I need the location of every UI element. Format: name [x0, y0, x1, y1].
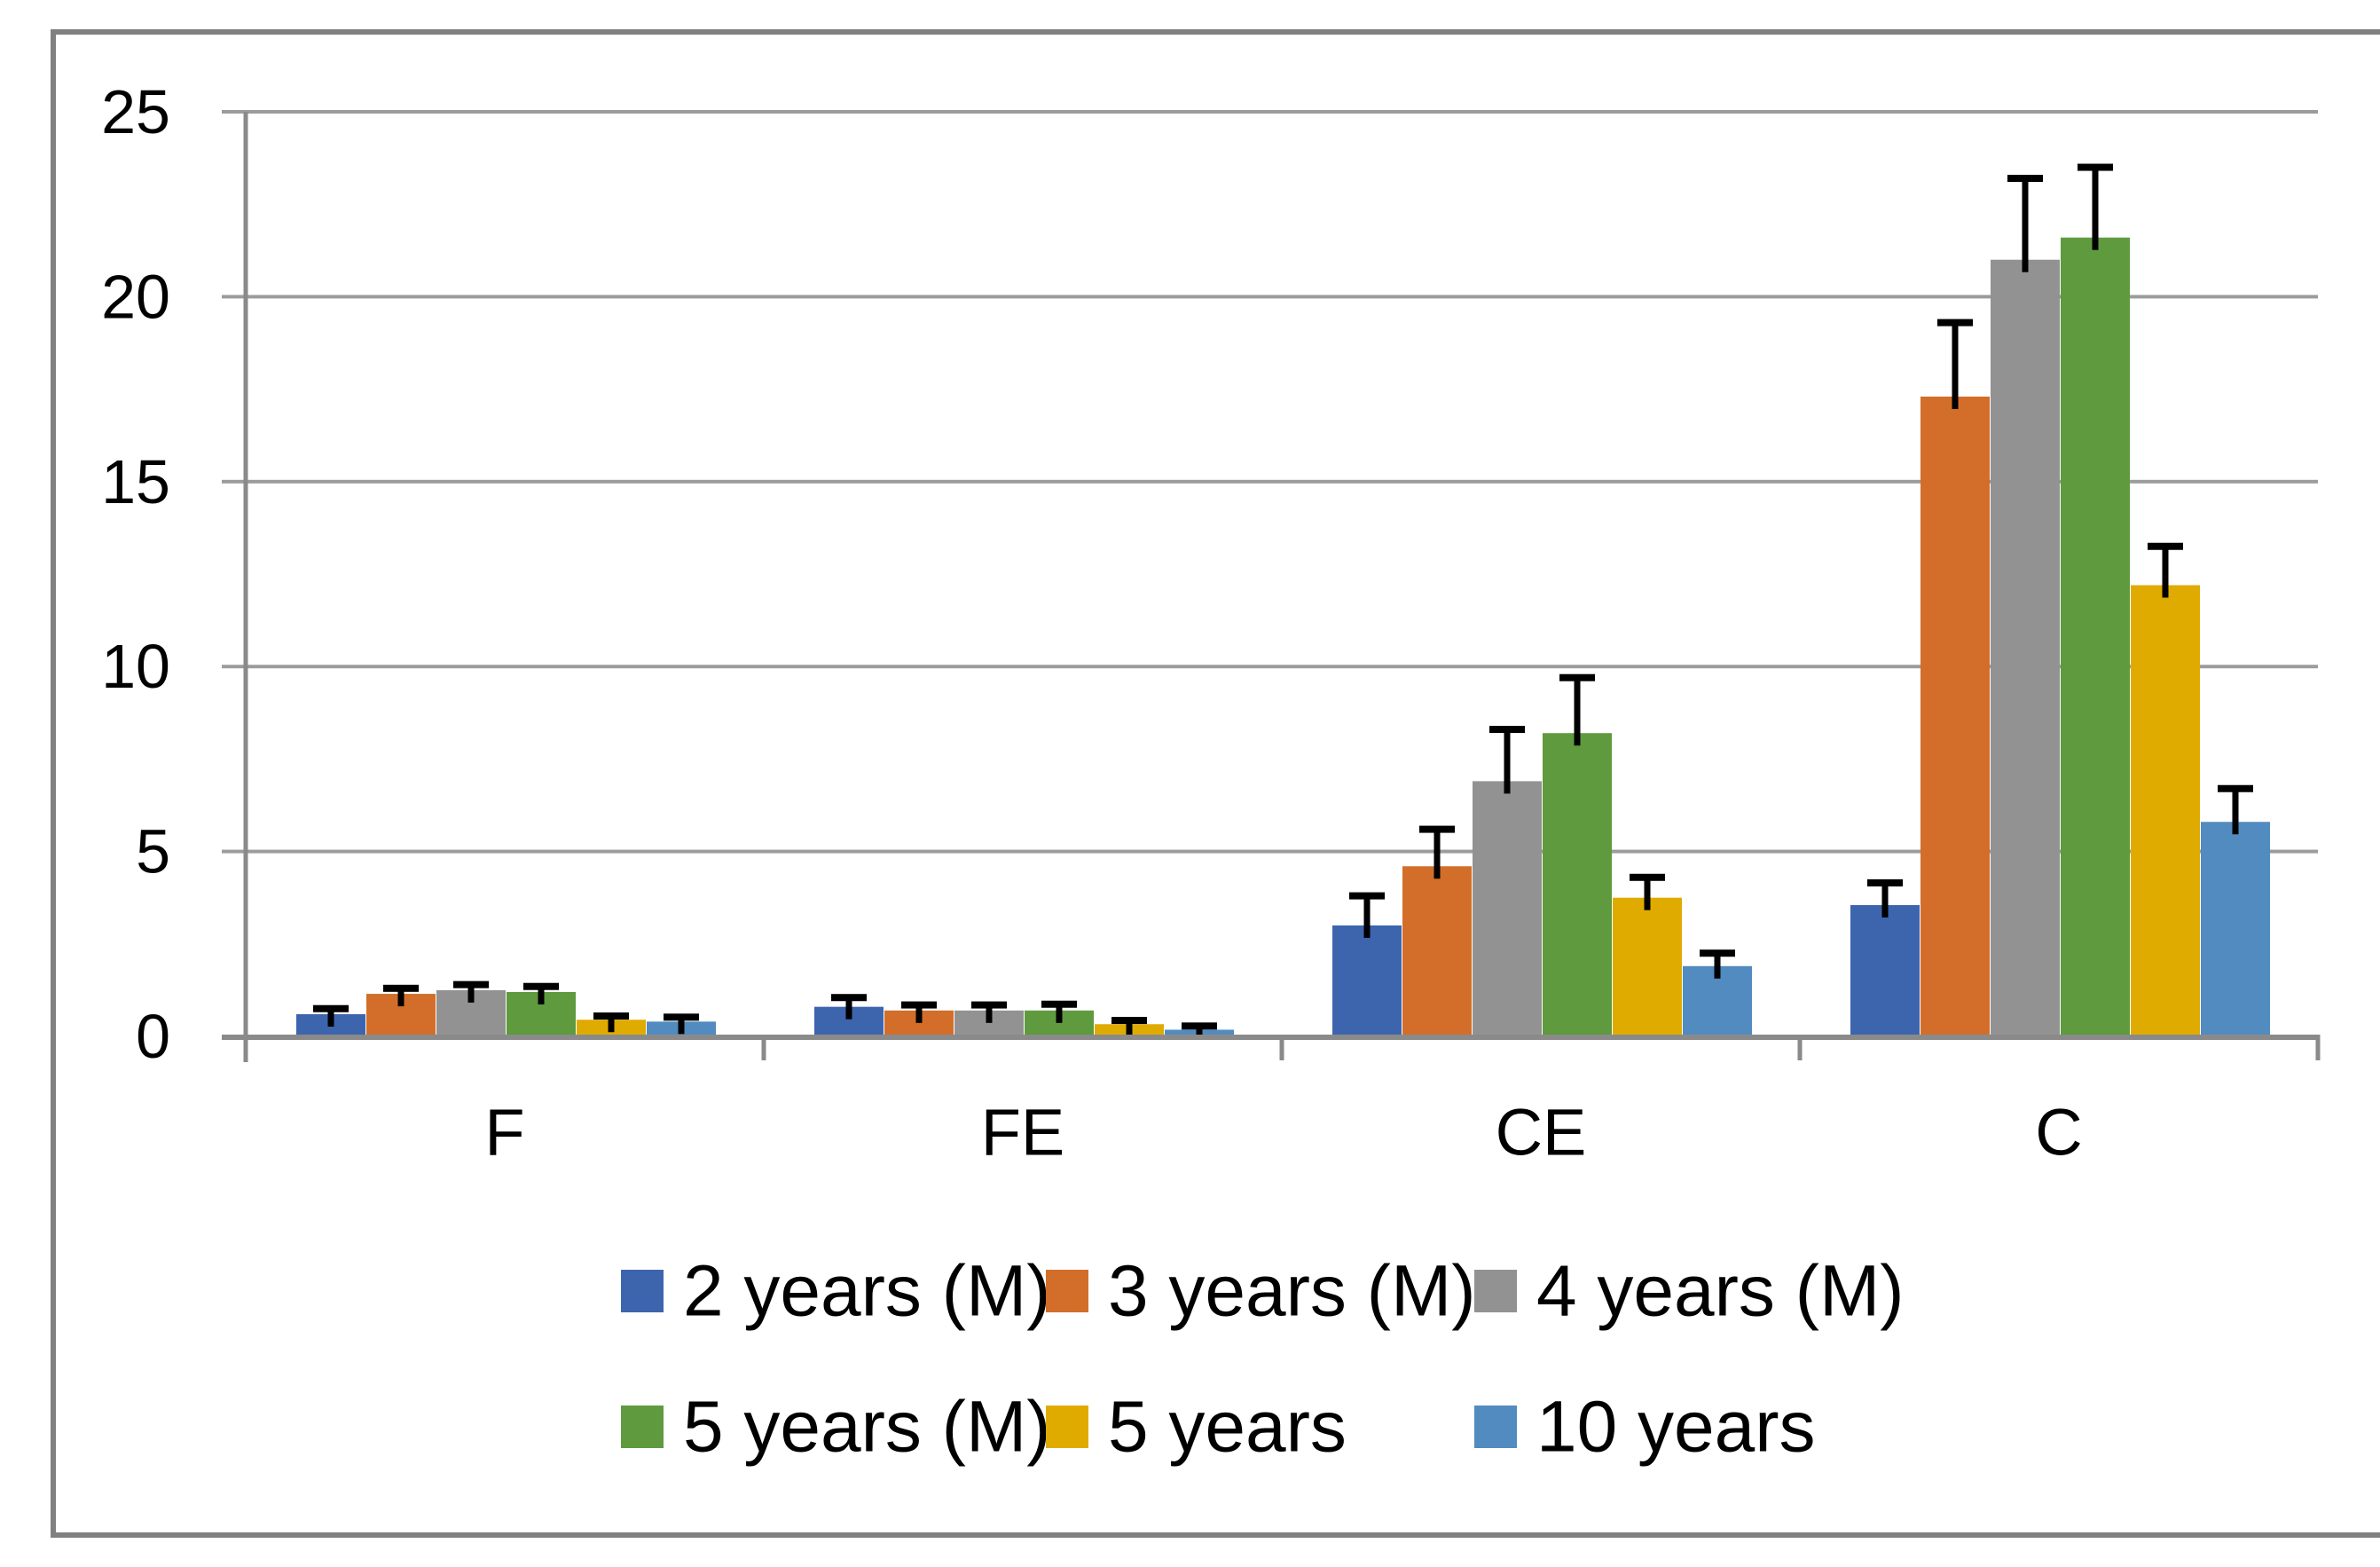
error-bar-whisker: [845, 997, 852, 1020]
legend-swatch-2-years-m-: [621, 1270, 664, 1312]
bar-C-2-years-m-: [1850, 905, 1920, 1035]
error-bar-whisker: [1952, 322, 1959, 409]
error-bar-whisker: [467, 984, 475, 1003]
legend-label: 4 years (M): [1536, 1251, 1905, 1332]
error-bar-cap: [1182, 1022, 1217, 1030]
legend-label: 10 years: [1536, 1387, 1816, 1468]
legend-label: 5 years (M): [683, 1387, 1051, 1468]
legend-label: 2 years (M): [683, 1251, 1051, 1332]
bar-C-10-years: [2201, 822, 2270, 1035]
legend-swatch-5-years-m-: [621, 1406, 664, 1448]
error-bar-cap: [2078, 163, 2113, 171]
error-bar-cap: [383, 984, 419, 992]
bar-C-3-years-m-: [1920, 396, 1990, 1035]
error-bar-cap: [2218, 784, 2253, 792]
chart-canvas: 0 5 10 15 20 25 F FE CE C 2 years (M) 3 years (M) 4 …: [35, 14, 2380, 1553]
error-bar-whisker: [608, 1016, 615, 1033]
error-bar-cap: [2148, 542, 2183, 550]
error-bar-whisker: [1881, 883, 1889, 918]
gridline-y-15: [222, 479, 2318, 484]
error-bar-cap: [593, 1012, 629, 1020]
gridline-y-25: [222, 110, 2318, 114]
gridline-y-5: [222, 849, 2318, 854]
chart-frame: [51, 29, 2380, 1538]
error-bar-cap: [664, 1013, 699, 1021]
legend-label: 3 years (M): [1108, 1251, 1476, 1332]
error-bar-whisker: [1714, 953, 1721, 979]
bar-CE-5-years-m-: [1543, 733, 1612, 1035]
bar-C-5-years: [2131, 585, 2200, 1035]
x-axis-tick: [1279, 1035, 1284, 1060]
error-bar-cap: [1937, 319, 1973, 327]
x-axis-tick: [761, 1035, 766, 1060]
y-tick-label: 5: [136, 817, 170, 886]
error-bar-cap: [2007, 175, 2043, 183]
x-axis-tick: [2315, 1035, 2321, 1060]
x-category-label: CE: [1496, 1096, 1587, 1169]
error-bar-cap: [1419, 825, 1455, 833]
error-bar-cap: [1489, 726, 1525, 734]
error-bar-cap: [1041, 1000, 1077, 1008]
y-tick-label: 10: [101, 632, 170, 701]
legend-label: 5 years: [1108, 1387, 1347, 1468]
error-bar-cap: [831, 994, 867, 1002]
y-axis-line: [243, 112, 248, 1062]
bar-CE-4-years-m-: [1473, 781, 1542, 1035]
error-bar-whisker: [2162, 546, 2169, 598]
error-bar-whisker: [915, 1004, 923, 1023]
error-bar-whisker: [327, 1008, 334, 1027]
error-bar-cap: [971, 1001, 1007, 1009]
legend-swatch-4-years-m-: [1474, 1270, 1517, 1312]
y-tick-label: 25: [101, 77, 170, 146]
legend-swatch-3-years-m-: [1046, 1270, 1088, 1312]
error-bar-whisker: [1644, 877, 1651, 910]
y-tick-label: 15: [101, 447, 170, 516]
error-bar-cap: [1630, 873, 1665, 881]
error-bar-whisker: [1126, 1020, 1133, 1036]
y-tick-label: 0: [136, 1002, 170, 1071]
error-bar-cap: [523, 982, 559, 990]
error-bar-cap: [1700, 949, 1735, 957]
error-bar-whisker: [1056, 1004, 1063, 1023]
legend-swatch-5-years: [1046, 1406, 1088, 1448]
legend-swatch-10-years: [1474, 1406, 1517, 1448]
error-bar-cap: [1111, 1017, 1147, 1025]
error-bar-whisker: [1433, 829, 1441, 879]
error-bar-whisker: [986, 1004, 993, 1023]
error-bar-cap: [1559, 673, 1595, 681]
error-bar-whisker: [1363, 895, 1371, 938]
bar-CE-5-years: [1613, 897, 1682, 1035]
error-bar-whisker: [678, 1017, 685, 1035]
error-bar-cap: [901, 1001, 937, 1009]
bar-C-5-years-m-: [2061, 237, 2130, 1035]
grouped-bar-chart: 0 5 10 15 20 25 F FE CE C 2 years (M) 3 years (M) 4 …: [35, 14, 2380, 1553]
error-bar-whisker: [2092, 167, 2099, 250]
gridline-y-10: [222, 665, 2318, 669]
error-bar-whisker: [1504, 729, 1511, 794]
gridline-y-20: [222, 295, 2318, 299]
error-bar-whisker: [2022, 178, 2029, 272]
error-bar-cap: [1867, 879, 1903, 887]
error-bar-whisker: [1196, 1026, 1203, 1036]
bar-C-4-years-m-: [1991, 259, 2060, 1035]
bar-CE-3-years-m-: [1402, 866, 1472, 1035]
x-category-label: F: [484, 1096, 524, 1169]
x-axis-tick: [1797, 1035, 1803, 1060]
bar-CE-2-years-m-: [1332, 925, 1402, 1035]
error-bar-whisker: [397, 988, 405, 1007]
error-bar-whisker: [1574, 677, 1581, 746]
error-bar-whisker: [2232, 788, 2239, 835]
error-bar-cap: [313, 1004, 349, 1012]
y-tick-label: 20: [101, 262, 170, 331]
error-bar-whisker: [538, 986, 545, 1004]
x-category-label: FE: [981, 1096, 1065, 1169]
x-category-label: C: [2035, 1096, 2082, 1169]
x-axis-line: [222, 1035, 2318, 1040]
error-bar-cap: [1349, 892, 1385, 900]
error-bar-cap: [453, 980, 489, 988]
